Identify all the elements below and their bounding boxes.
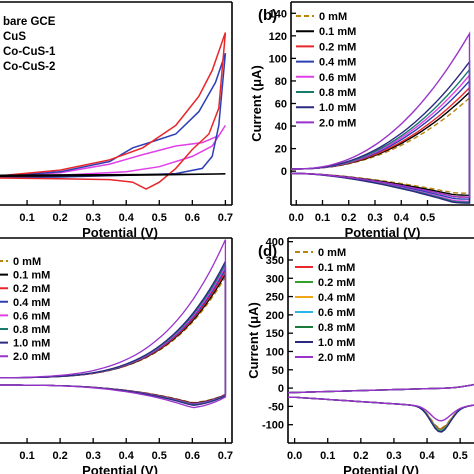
x-tick-label: 0.5 — [152, 212, 167, 224]
panel-label-b: (b) — [258, 7, 277, 24]
legend-label: 0.4 mM — [13, 297, 50, 309]
x-tick-label: 0.5 — [420, 212, 435, 224]
y-axis-label: Current (μA) — [249, 65, 264, 142]
x-tick-label: 0.2 — [353, 450, 368, 462]
x-tick-label: 0.5 — [452, 450, 467, 462]
x-tick-label: 0.4 — [419, 450, 435, 462]
x-tick-label: 0.4 — [119, 212, 135, 224]
x-tick-label: 0.4 — [394, 212, 410, 224]
y-tick-label: 20 — [275, 144, 287, 156]
legend-label: 1.0 mM — [319, 102, 356, 114]
legend-label: CuS — [3, 31, 26, 43]
legend-label: 1.0 mM — [318, 337, 355, 349]
y-tick-label: 150 — [266, 328, 284, 340]
panel-c: 0.1 0.2 0.3 0.4 0.5 0.6 0.7 Potential (V) 0 mM 0.… — [0, 237, 233, 474]
legend: 0 mM 0.1 mM 0.2 mM 0.4 mM 0.6 mM 0.8 mM 1.0 mM… — [296, 11, 356, 129]
legend-label: Co-CuS-2 — [3, 61, 55, 73]
x-axis-label: Potential (V) — [343, 463, 419, 474]
legend-label: 1.0 mM — [13, 338, 50, 350]
y-tick-label: 100 — [266, 346, 284, 358]
legend-label: 2.0 mM — [318, 352, 355, 364]
legend-label: 0.6 mM — [13, 310, 50, 322]
y-tick-label: 350 — [266, 255, 284, 267]
x-tick-label: 0.6 — [185, 450, 200, 462]
legend-label: 0.1 mM — [13, 270, 50, 282]
y-tick-label: 50 — [272, 365, 284, 377]
x-tick-label: 0.6 — [185, 212, 200, 224]
y-tick-label: 40 — [275, 121, 287, 133]
x-tick-label: 0.3 — [86, 450, 101, 462]
legend-label: 0.6 mM — [318, 307, 355, 319]
x-tick-label: 0.2 — [52, 212, 67, 224]
legend-label: 0.6 mM — [319, 72, 356, 84]
x-tick-label: 0.1 — [19, 212, 34, 224]
legend-label: 0.8 mM — [319, 87, 356, 99]
legend-label: 0.1 mM — [318, 262, 355, 274]
y-tick-label: 100 — [269, 53, 287, 65]
legend-label: 0 mM — [13, 256, 41, 268]
y-tick-label: -50 — [268, 401, 284, 413]
legend: 0 mM 0.1 mM0.2 mM 0.4 mM0.6 mM 0.8 mM 1.0 mM… — [0, 256, 50, 363]
cv-curve — [0, 124, 227, 179]
x-axis-label: Potential (V) — [82, 225, 158, 240]
x-tick-label: 0.1 — [320, 450, 335, 462]
y-tick-label: 250 — [266, 292, 284, 304]
cv-curve — [287, 383, 474, 422]
x-tick-label: 0.4 — [119, 450, 135, 462]
y-tick-label: 400 — [266, 237, 284, 249]
x-tick-label: 0.7 — [218, 450, 233, 462]
x-axis-label: Potential (V) — [345, 225, 421, 240]
legend-label: 0 mM — [319, 11, 347, 23]
y-tick-label: 0 — [281, 166, 287, 178]
y-tick-label: 0 — [278, 383, 284, 395]
x-axis-label: Potential (V) — [82, 463, 158, 474]
y-tick-label: 80 — [275, 76, 287, 88]
legend-label: 0.2 mM — [13, 283, 50, 295]
legend: bare GCE CuS Co-CuS-1 Co-CuS-2 — [3, 16, 56, 73]
x-tick-label: 0.3 — [86, 212, 101, 224]
x-tick-label: 0.1 — [315, 212, 330, 224]
legend-label: 0.4 mM — [319, 57, 356, 69]
x-tick-label: 0.7 — [218, 212, 233, 224]
legend-label: 0 mM — [318, 247, 346, 259]
x-tick-label: 0.3 — [367, 212, 382, 224]
cv-curve — [0, 239, 227, 409]
y-tick-label: 120 — [269, 31, 287, 43]
legend-label: 0.8 mM — [318, 322, 355, 334]
panel-label-d: (d) — [258, 243, 277, 260]
legend-label: 0.4 mM — [318, 292, 355, 304]
legend-label: 0.1 mM — [319, 26, 356, 38]
x-tick-label: 0.0 — [289, 212, 304, 224]
cv-curve — [291, 31, 471, 198]
legend-label: 0.8 mM — [13, 324, 50, 336]
y-tick-label: -100 — [262, 420, 284, 432]
panel-a: 0.1 0.2 0.3 0.4 0.5 0.6 0.7 Potential (V) bare G… — [0, 1, 233, 240]
y-tick-label: 200 — [266, 310, 284, 322]
legend-label: 0.2 mM — [318, 277, 355, 289]
y-tick-label: 300 — [266, 273, 284, 285]
x-tick-label: 0.5 — [152, 450, 167, 462]
legend-label: Co-CuS-1 — [3, 46, 56, 58]
x-tick-label: 0.3 — [386, 450, 401, 462]
y-axis-label: Current (μA) — [246, 302, 261, 379]
cv-curve — [0, 173, 226, 177]
x-tick-label: 0.1 — [19, 450, 34, 462]
y-tick-label: 140 — [269, 8, 287, 20]
legend-label: 0.2 mM — [319, 41, 356, 53]
legend: 0 mM 0.1 mM 0.2 mM 0.4 mM 0.6 mM 0.8 mM 1.0 mM… — [295, 247, 355, 364]
legend-label: bare GCE — [3, 16, 56, 28]
panel-d: 0.0 0.1 0.2 0.3 0.4 0.5 Potential (V) -100 -50 0 5… — [246, 237, 474, 474]
legend-label: 2.0 mM — [319, 117, 356, 129]
y-tick-label: 60 — [275, 99, 287, 111]
legend-label: 2.0 mM — [13, 351, 50, 363]
x-tick-label: 0.0 — [287, 450, 302, 462]
x-tick-label: 0.2 — [341, 212, 356, 224]
cv-curve — [0, 32, 227, 190]
x-tick-label: 0.2 — [52, 450, 67, 462]
